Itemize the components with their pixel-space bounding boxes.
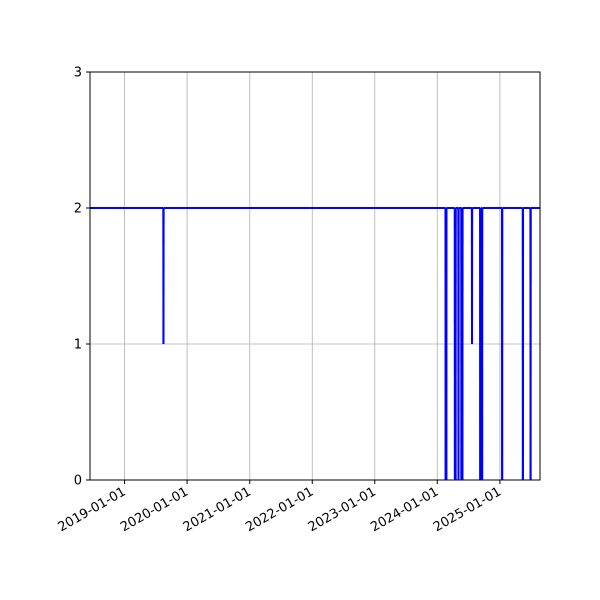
series-layer xyxy=(90,207,540,481)
y-tick-label: 3 xyxy=(74,66,82,81)
y-tick-label: 0 xyxy=(74,474,82,489)
plot-frame xyxy=(89,71,541,481)
y-tick-label: 1 xyxy=(74,338,82,353)
y-tick-label: 2 xyxy=(74,202,82,217)
